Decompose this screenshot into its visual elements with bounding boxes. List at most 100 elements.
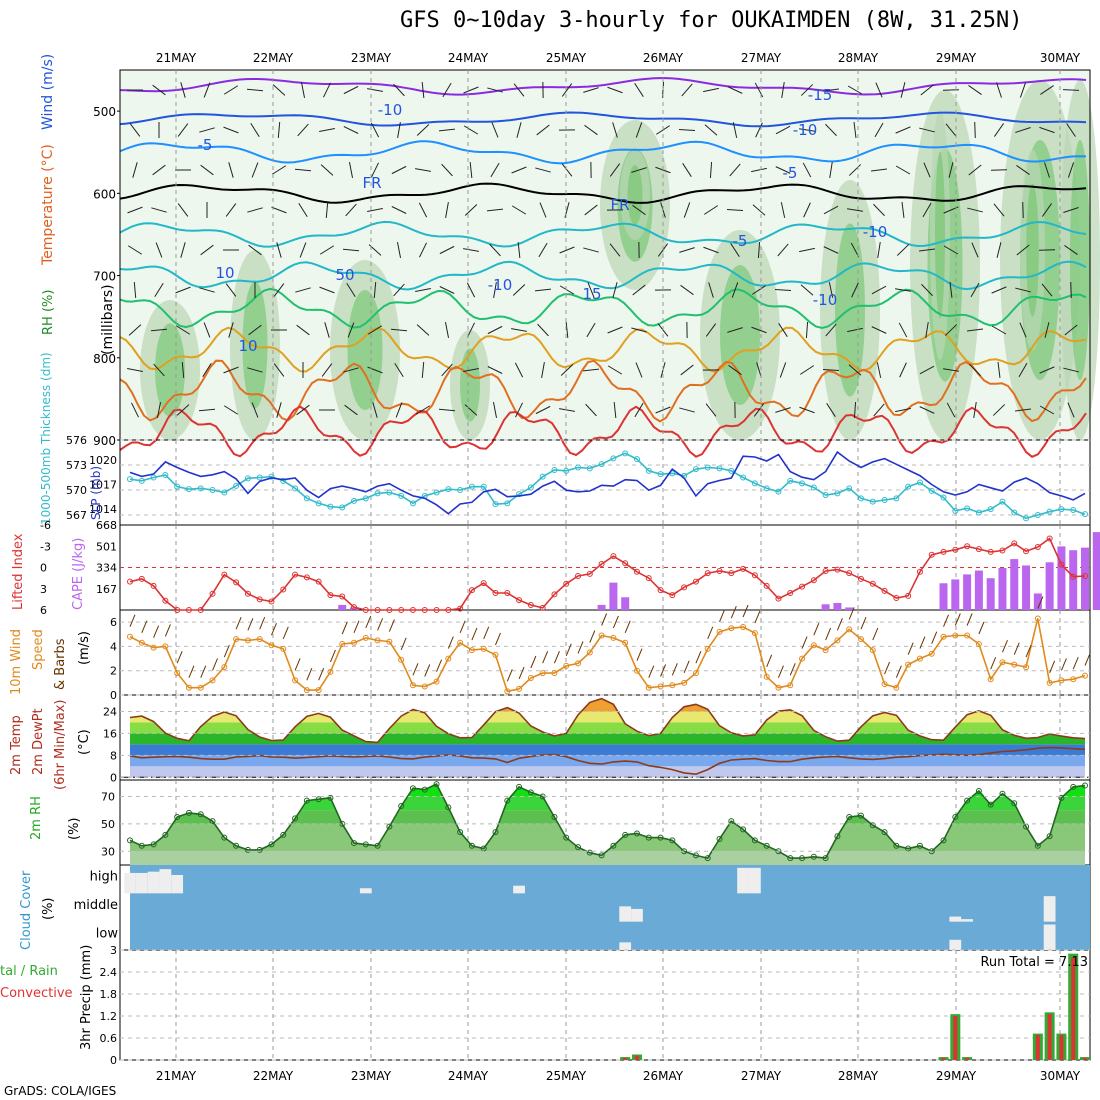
wind-barb xyxy=(342,248,360,252)
wind-speed-line-point xyxy=(857,636,864,643)
wind-barb xyxy=(943,245,959,255)
wind-barb xyxy=(127,367,143,373)
wind-barb-10m xyxy=(212,658,218,671)
wind-barb xyxy=(1038,249,1056,251)
wind-barb xyxy=(968,85,982,95)
precip-conv-bar xyxy=(953,1016,958,1060)
wind-speed-line-point xyxy=(893,684,900,691)
thickness-line-point xyxy=(763,485,770,492)
slp-tick: 1017 xyxy=(89,479,117,492)
temperature-contour xyxy=(119,405,1087,458)
wind-speed-line-point xyxy=(1023,664,1030,671)
wind-barb xyxy=(511,166,527,174)
rh2m-line-point xyxy=(233,842,240,849)
wind-barb xyxy=(202,362,212,378)
wind-barb xyxy=(559,285,575,295)
wind-barb xyxy=(847,85,863,95)
wind-barb xyxy=(198,408,216,412)
thickness-line xyxy=(129,452,1086,520)
pressure-tick-label: 900 xyxy=(93,434,116,448)
wind-barb-10m xyxy=(601,613,608,626)
precip-conv-bar xyxy=(634,1055,639,1060)
wind-barb xyxy=(248,244,262,256)
cape-bar xyxy=(951,579,960,610)
wind-barb-10m xyxy=(1013,642,1020,655)
wind-barb xyxy=(515,402,523,418)
lifted-index-line-point xyxy=(1082,573,1088,579)
wind-barb xyxy=(199,127,215,133)
wind-barb xyxy=(899,362,907,378)
panel-frame xyxy=(119,949,1091,1061)
rh2m-line-point xyxy=(751,837,758,844)
rh2m-line-point xyxy=(692,852,699,859)
rh2m-line-point xyxy=(398,803,405,810)
temp-band xyxy=(130,744,1085,756)
rh2m-line-point xyxy=(822,855,829,862)
rh2m-line-point xyxy=(1011,800,1018,807)
lifted-index-line-point xyxy=(575,573,582,579)
thickness-line-point xyxy=(704,464,711,471)
lifted-index-line-point xyxy=(999,547,1006,554)
wind-barb-10m xyxy=(683,660,690,674)
thickness-line-point xyxy=(575,464,582,471)
wind-barb xyxy=(1018,362,1028,378)
precip-conv-bar xyxy=(1035,1035,1040,1060)
wind-barb xyxy=(732,122,738,138)
wind-barb xyxy=(920,84,934,96)
rh2m-line-point xyxy=(1058,794,1065,801)
wind-barb-10m xyxy=(365,615,372,629)
wind-barb xyxy=(730,243,740,257)
rh2m-line-point xyxy=(303,797,310,804)
lifted-index-line-point xyxy=(1070,573,1077,580)
wind-barb xyxy=(176,404,190,416)
temp-axis-label-4: (°C) xyxy=(77,729,92,755)
rh2m-line-point xyxy=(834,833,841,840)
thickness-line-point xyxy=(822,492,829,498)
contour-label: FR xyxy=(610,196,629,214)
cloud-cell xyxy=(619,906,632,922)
thickness-line-point xyxy=(928,487,935,494)
rh2m-line-point xyxy=(987,801,994,808)
rh2m-line-point xyxy=(1034,842,1041,849)
wind-barb xyxy=(132,162,138,178)
rh2m-line-point xyxy=(457,829,464,836)
wind-barb xyxy=(828,282,834,298)
wind-barb xyxy=(800,84,814,96)
rh2m-line-point xyxy=(1046,833,1053,840)
lifted-index-line-point xyxy=(209,590,216,597)
wind-barb xyxy=(632,204,646,216)
wind-barb xyxy=(895,165,911,175)
wind10m-axis-label-1: 10m Wind xyxy=(9,629,24,695)
lifted-index-line-point xyxy=(834,566,841,573)
wind-barb xyxy=(535,167,551,173)
wind-barb xyxy=(991,286,1007,294)
wind-speed-line-point xyxy=(964,632,971,639)
temperature-contour xyxy=(119,140,1087,165)
wind-barb xyxy=(583,87,599,93)
wind-speed-line-point xyxy=(209,677,216,684)
wind-speed-line-point xyxy=(457,639,464,646)
rh2m-line-point xyxy=(586,849,593,856)
contour-label: -10 xyxy=(863,223,888,241)
wind-barb xyxy=(945,123,957,137)
wind-barb-10m xyxy=(495,632,501,646)
wind-barb xyxy=(391,165,407,175)
wind-barb xyxy=(607,365,623,375)
thickness-line-point xyxy=(799,480,806,487)
wind-barb-10m xyxy=(164,624,171,637)
thickness-line-point xyxy=(810,484,817,491)
lifted-index-line-point xyxy=(822,568,829,575)
wind-barb xyxy=(800,284,814,296)
rh2m-line-point xyxy=(327,794,334,801)
wind-barb xyxy=(1016,165,1030,175)
wind-barb-10m xyxy=(565,643,572,657)
wind-barb xyxy=(491,122,499,138)
wind-barb xyxy=(273,283,285,297)
wind-barb xyxy=(918,248,936,252)
wind-speed-line-point xyxy=(952,632,959,639)
wind-barb xyxy=(752,204,766,216)
wind-barb xyxy=(154,282,164,298)
wind-barb xyxy=(493,282,497,298)
precip-conv-bar xyxy=(1047,1014,1052,1060)
thickness-line-point xyxy=(174,483,181,490)
